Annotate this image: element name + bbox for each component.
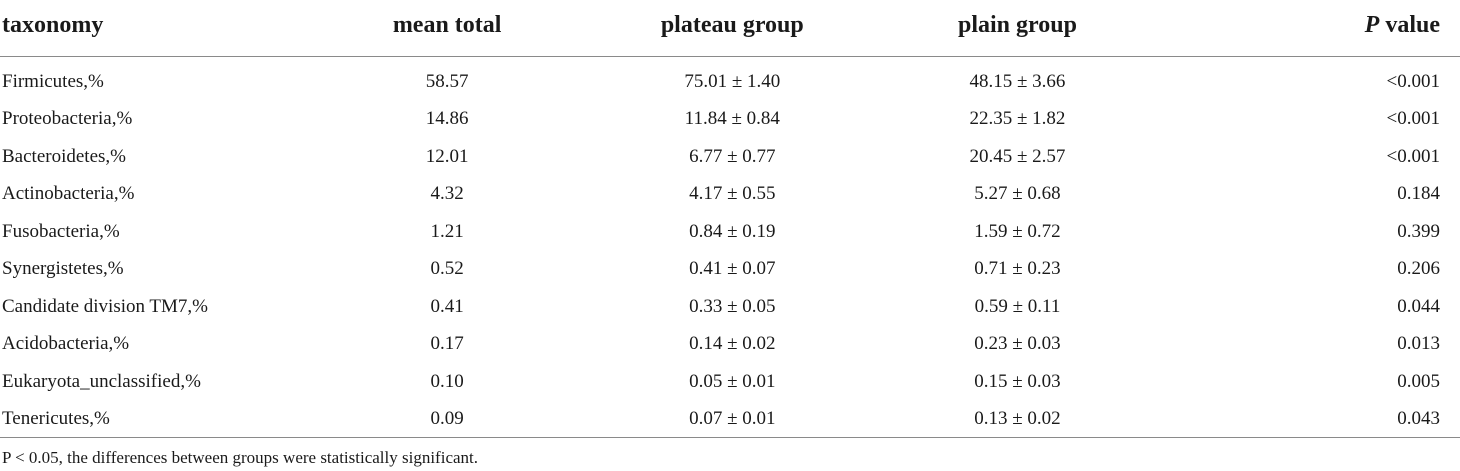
cell-mean-total: 1.21 — [430, 220, 464, 242]
cell-p-value: 0.399 — [1397, 220, 1440, 242]
cell-mean-total: 0.52 — [430, 258, 464, 280]
header-plateau-group: plateau group — [594, 0, 871, 57]
bottom-rule — [0, 437, 1460, 438]
table-row: Fusobacteria,% 1.21 0.84 ± 0.19 1.59 ± 0.72… — [0, 213, 1460, 251]
header-p-italic: P — [1364, 11, 1380, 38]
header-plain-group: plain group — [870, 0, 1165, 57]
cell-taxonomy: Fusobacteria,% — [2, 220, 120, 242]
cell-mean-total: 4.32 — [430, 183, 464, 205]
cell-plateau-group: 0.07 ± 0.01 — [689, 408, 776, 430]
cell-p-value: 0.184 — [1397, 183, 1440, 205]
cell-taxonomy: Proteobacteria,% — [2, 108, 133, 130]
cell-taxonomy: Synergistetes,% — [2, 258, 124, 280]
table-row: Eukaryota_unclassified,% 0.10 0.05 ± 0.01 0… — [0, 363, 1460, 401]
header-p-rest: value — [1379, 11, 1440, 38]
cell-plateau-group: 4.17 ± 0.55 — [689, 183, 776, 205]
cell-plain-group: 0.13 ± 0.02 — [974, 408, 1061, 430]
cell-taxonomy: Firmicutes,% — [2, 70, 104, 92]
table-row: Proteobacteria,% 14.86 11.84 ± 0.84 22.35 ±… — [0, 101, 1460, 139]
cell-p-value: <0.001 — [1386, 70, 1440, 92]
cell-plain-group: 48.15 ± 3.66 — [969, 70, 1066, 92]
cell-taxonomy: Bacteroidetes,% — [2, 145, 126, 167]
table-row: Candidate division TM7,% 0.41 0.33 ± 0.05 0… — [0, 288, 1460, 326]
table-body: Firmicutes,% 58.57 75.01 ± 1.40 48.15 ± 3.6… — [0, 57, 1460, 439]
table-row: Firmicutes,% 58.57 75.01 ± 1.40 48.15 ± 3.6… — [0, 57, 1460, 101]
cell-plain-group: 5.27 ± 0.68 — [974, 183, 1061, 205]
footnote: P < 0.05, the differences between groups… — [2, 448, 479, 467]
cell-mean-total: 0.10 — [430, 370, 464, 392]
header-mean-total: mean total — [299, 0, 595, 57]
cell-p-value: 0.005 — [1397, 370, 1440, 392]
cell-mean-total: 58.57 — [425, 70, 469, 92]
cell-plateau-group: 0.14 ± 0.02 — [689, 333, 776, 355]
cell-mean-total: 0.41 — [430, 295, 464, 317]
cell-plain-group: 20.45 ± 2.57 — [969, 145, 1066, 167]
cell-plain-group: 0.23 ± 0.03 — [974, 333, 1061, 355]
table-row: Actinobacteria,% 4.32 4.17 ± 0.55 5.27 ± 0.… — [0, 176, 1460, 214]
cell-plain-group: 0.71 ± 0.23 — [974, 258, 1061, 280]
header-p-value: P value — [1164, 0, 1460, 57]
cell-p-value: 0.206 — [1397, 258, 1440, 280]
cell-plateau-group: 6.77 ± 0.77 — [689, 145, 776, 167]
table-row: Acidobacteria,% 0.17 0.14 ± 0.02 0.23 ± 0.0… — [0, 326, 1460, 364]
header-row: taxonomy mean total plateau group plain … — [0, 0, 1460, 57]
table-row: Tenericutes,% 0.09 0.07 ± 0.01 0.13 ± 0.02 0… — [0, 401, 1460, 439]
cell-p-value: <0.001 — [1386, 108, 1440, 130]
cell-mean-total: 12.01 — [425, 145, 469, 167]
cell-plateau-group: 0.33 ± 0.05 — [689, 295, 776, 317]
cell-plain-group: 1.59 ± 0.72 — [974, 220, 1061, 242]
cell-mean-total: 14.86 — [425, 108, 469, 130]
cell-taxonomy: Eukaryota_unclassified,% — [2, 370, 201, 392]
header-taxonomy: taxonomy — [0, 0, 300, 57]
cell-taxonomy: Acidobacteria,% — [2, 333, 130, 355]
cell-plateau-group: 0.41 ± 0.07 — [689, 258, 776, 280]
cell-taxonomy: Candidate division TM7,% — [2, 295, 208, 317]
cell-p-value: 0.043 — [1397, 408, 1440, 430]
cell-p-value: <0.001 — [1386, 145, 1440, 167]
cell-plain-group: 0.15 ± 0.03 — [974, 370, 1061, 392]
cell-p-value: 0.044 — [1397, 295, 1440, 317]
cell-plateau-group: 75.01 ± 1.40 — [684, 70, 781, 92]
cell-plain-group: 22.35 ± 1.82 — [969, 108, 1066, 130]
cell-taxonomy: Tenericutes,% — [2, 408, 110, 430]
cell-plain-group: 0.59 ± 0.11 — [974, 295, 1061, 317]
cell-mean-total: 0.09 — [430, 408, 464, 430]
cell-mean-total: 0.17 — [430, 333, 464, 355]
cell-p-value: 0.013 — [1397, 333, 1440, 355]
cell-plateau-group: 0.05 ± 0.01 — [689, 370, 776, 392]
taxonomy-table: taxonomy mean total plateau group plain … — [0, 0, 1460, 439]
table-row: Bacteroidetes,% 12.01 6.77 ± 0.77 20.45 ± 2… — [0, 138, 1460, 176]
cell-plateau-group: 0.84 ± 0.19 — [689, 220, 776, 242]
table-row: Synergistetes,% 0.52 0.41 ± 0.07 0.71 ± 0.2… — [0, 251, 1460, 289]
cell-plateau-group: 11.84 ± 0.84 — [684, 108, 780, 130]
cell-taxonomy: Actinobacteria,% — [2, 183, 135, 205]
